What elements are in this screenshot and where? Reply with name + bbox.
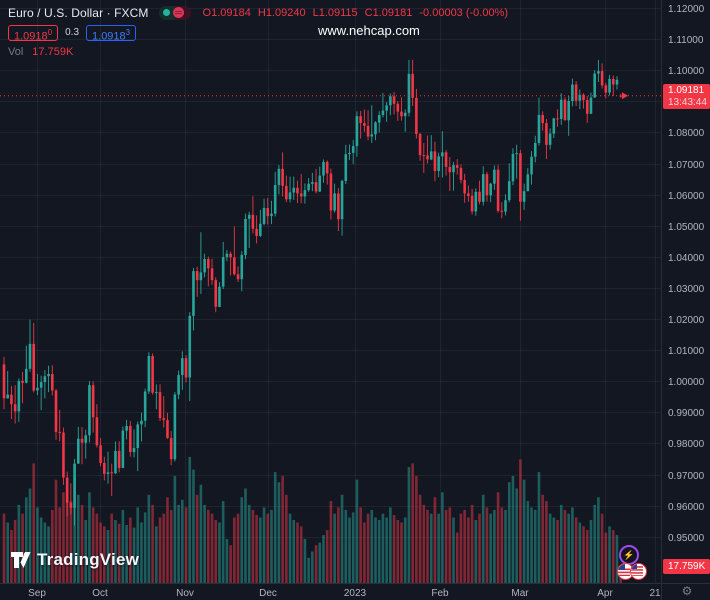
svg-text:0.98000: 0.98000 <box>668 439 705 450</box>
svg-text:Nov: Nov <box>176 588 194 599</box>
legend: Euro / U.S. Dollar · FXCM O1.09184 H1.09… <box>8 4 508 59</box>
svg-text:0.97000: 0.97000 <box>668 471 705 482</box>
tradingview-mark-icon <box>11 552 31 568</box>
spread-value: 0.3 <box>65 27 80 38</box>
symbol-title[interactable]: Euro / U.S. Dollar · FXCM <box>8 5 149 20</box>
buy-ask-button[interactable]: 1.09183 <box>86 24 137 42</box>
svg-text:1.01000: 1.01000 <box>668 346 705 357</box>
svg-text:1.04000: 1.04000 <box>668 253 705 264</box>
currency-pair-flags[interactable] <box>617 563 647 580</box>
watermark: www.nehcap.com <box>318 23 420 38</box>
us-flag-icon <box>630 563 647 580</box>
last-price-value: 1.09181 <box>668 85 705 96</box>
svg-text:0.95000: 0.95000 <box>668 533 705 544</box>
svg-text:Mar: Mar <box>511 588 529 599</box>
open-value: 1.09184 <box>211 6 251 19</box>
last-price-label: 1.09181 13:43:44 <box>663 84 710 109</box>
tradingview-logo-text: TradingView <box>37 550 140 569</box>
svg-text:Dec: Dec <box>259 588 277 599</box>
svg-text:1.10000: 1.10000 <box>668 66 705 77</box>
svg-text:1.05000: 1.05000 <box>668 222 705 233</box>
market-status-toggle[interactable] <box>158 5 191 20</box>
svg-text:Feb: Feb <box>431 588 449 599</box>
svg-text:21: 21 <box>649 588 661 599</box>
svg-text:Sep: Sep <box>28 588 46 599</box>
lightning-icon: ⚡ <box>623 549 635 560</box>
svg-text:0.96000: 0.96000 <box>668 502 705 513</box>
sell-bid-button[interactable]: 1.09180 <box>8 24 59 42</box>
svg-text:Oct: Oct <box>92 588 108 599</box>
low-value: 1.09115 <box>318 6 358 19</box>
svg-text:1.06000: 1.06000 <box>668 191 705 202</box>
high-value: 1.09240 <box>265 6 306 19</box>
svg-text:1.02000: 1.02000 <box>668 315 705 326</box>
close-value: 1.09181 <box>372 6 413 19</box>
svg-text:2023: 2023 <box>344 588 367 599</box>
market-open-dot-icon <box>162 9 170 16</box>
svg-text:0.99000: 0.99000 <box>668 408 705 419</box>
change-value: -0.00003 (-0.00%) <box>419 6 509 19</box>
gear-icon[interactable]: ⚙ <box>681 584 693 598</box>
lightning-badge[interactable]: ⚡ <box>619 545 639 565</box>
volume-indicator-label: Vol <box>8 46 24 58</box>
volume-indicator-value: 17.759K <box>32 46 74 58</box>
bar-countdown: 13:43:44 <box>668 97 707 108</box>
volume-axis-label: 17.759K <box>663 559 710 574</box>
svg-text:1.07000: 1.07000 <box>668 160 705 171</box>
svg-text:Apr: Apr <box>597 588 613 599</box>
tradingview-logo[interactable]: TradingView <box>10 550 139 570</box>
svg-text:1.11000: 1.11000 <box>668 35 704 46</box>
ohlc-readout: O1.09184 H1.09240 L1.09115 C1.09181 -0.0… <box>202 6 509 19</box>
svg-text:1.03000: 1.03000 <box>668 284 705 295</box>
notifications-icon <box>172 7 184 18</box>
svg-text:1.08000: 1.08000 <box>668 128 705 139</box>
svg-text:1.00000: 1.00000 <box>668 377 705 388</box>
svg-text:1.12000: 1.12000 <box>668 4 705 15</box>
